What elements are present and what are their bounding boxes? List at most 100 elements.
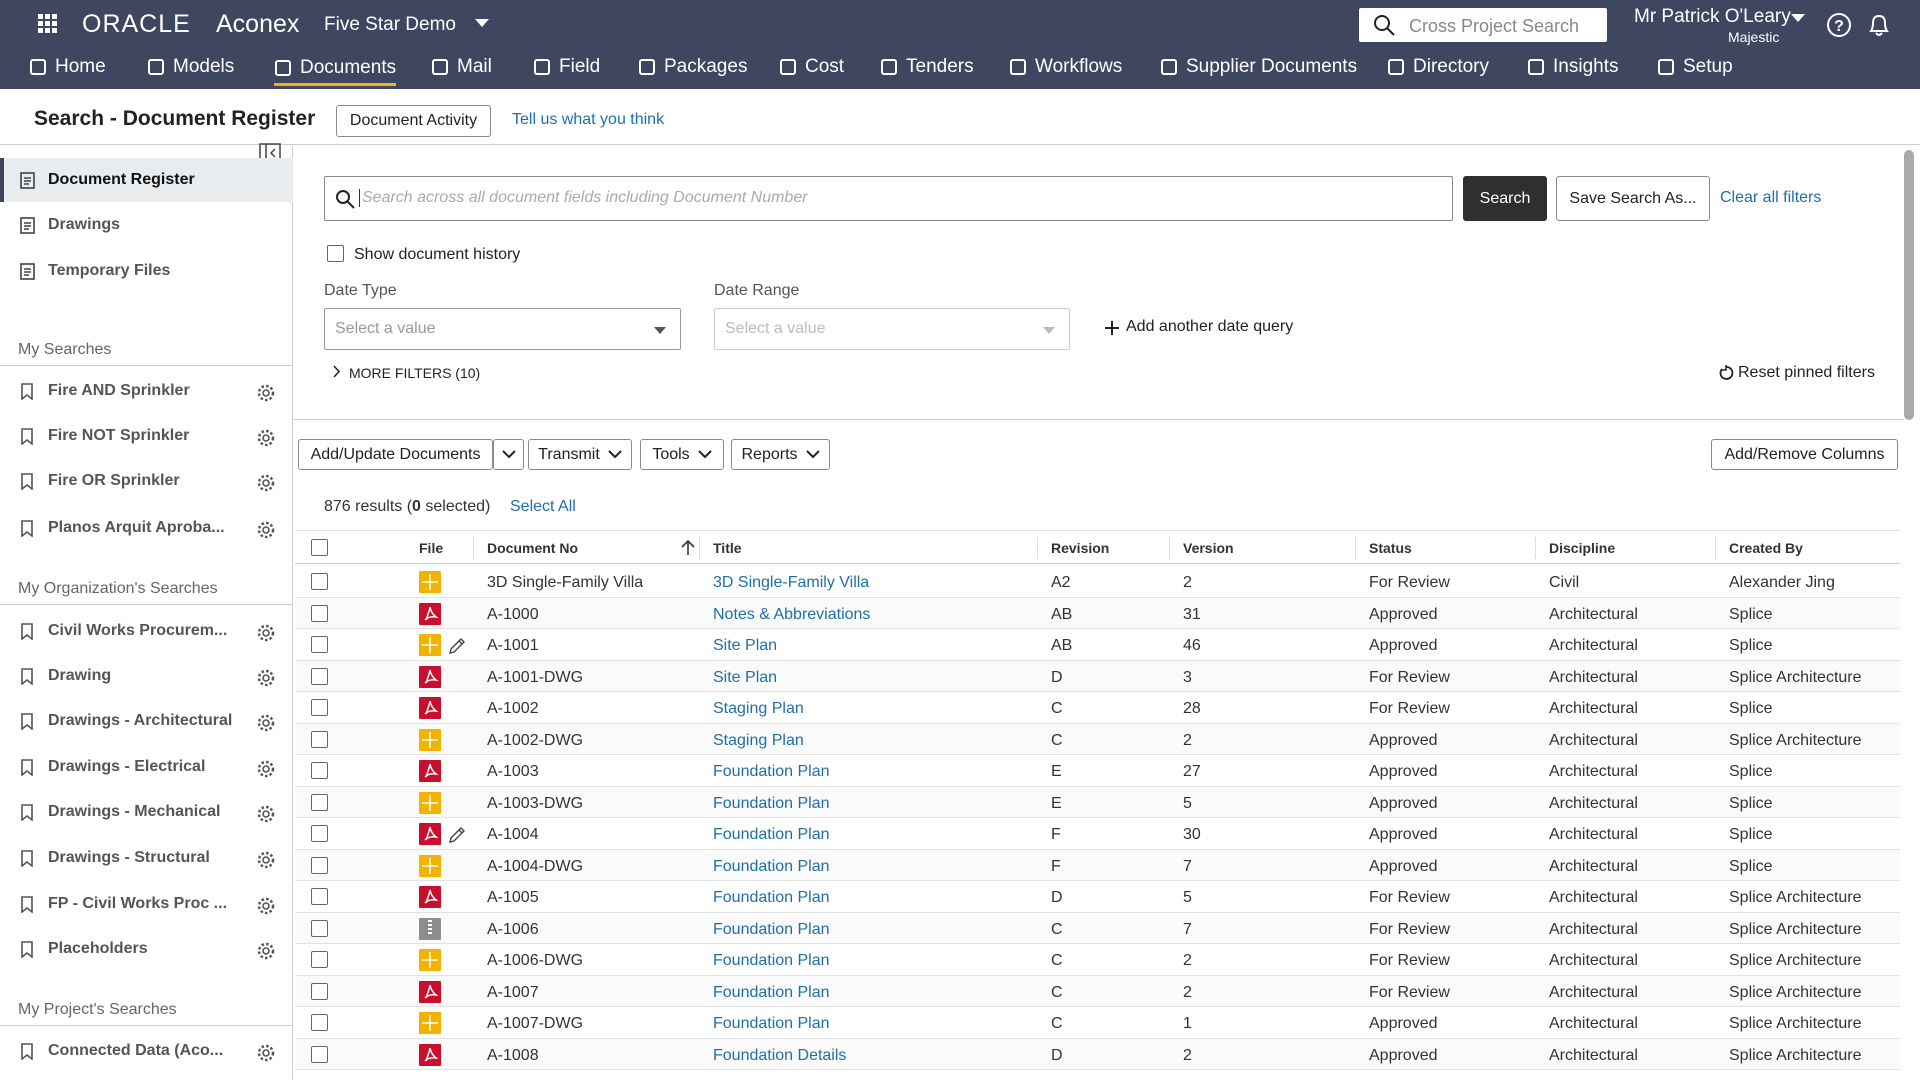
nav-icon bbox=[1009, 58, 1027, 76]
project-name[interactable]: Five Star Demo bbox=[324, 14, 456, 36]
project-caret[interactable] bbox=[474, 18, 490, 28]
gear-icon[interactable] bbox=[256, 1043, 276, 1063]
search-button[interactable]: Search bbox=[1463, 176, 1547, 221]
caret bbox=[698, 450, 712, 459]
gear-icon[interactable] bbox=[256, 941, 276, 961]
button-label: Reports bbox=[741, 446, 797, 464]
results-summary: 876 results (0 selected) bbox=[324, 498, 490, 516]
bookmark-icon bbox=[18, 519, 36, 537]
bookmark-icon bbox=[18, 427, 36, 445]
reports-button[interactable]: Reports bbox=[731, 439, 830, 470]
user-name[interactable]: Mr Patrick O'Leary bbox=[1634, 6, 1791, 28]
gear-icon[interactable] bbox=[256, 623, 276, 643]
help-icon[interactable]: ? bbox=[1826, 12, 1852, 38]
search-input[interactable]: Search across all document fields includ… bbox=[324, 176, 1453, 221]
gear-icon[interactable] bbox=[256, 473, 276, 493]
saved-search[interactable]: Fire AND Sprinkler bbox=[0, 371, 293, 411]
nav-item[interactable]: Tenders bbox=[880, 52, 974, 82]
more-filters[interactable]: MORE FILTERS (10) bbox=[349, 365, 480, 381]
apps-icon[interactable] bbox=[38, 14, 58, 34]
bell-icon[interactable] bbox=[1866, 12, 1892, 38]
item-label: Planos Arquit Aproba... bbox=[48, 519, 225, 537]
nav-label: Tenders bbox=[906, 56, 974, 78]
transmit-button[interactable]: Transmit bbox=[528, 439, 632, 470]
document-activity-button[interactable]: Document Activity bbox=[336, 105, 491, 137]
bookmark-icon bbox=[18, 622, 36, 640]
section-divider bbox=[0, 1025, 293, 1026]
item-label: Fire OR Sprinkler bbox=[48, 472, 180, 490]
date-range-select[interactable]: Select a value bbox=[714, 308, 1070, 350]
select-all-link[interactable]: Select All bbox=[510, 498, 576, 516]
gear-icon[interactable] bbox=[256, 428, 276, 448]
sidebar-item[interactable]: Document Register bbox=[0, 158, 293, 202]
nav-item[interactable]: Insights bbox=[1527, 52, 1618, 82]
saved-search[interactable]: Drawings - Mechanical bbox=[0, 792, 293, 832]
page-header: Search - Document Register Document Acti… bbox=[0, 89, 1920, 145]
nav-icon bbox=[1160, 58, 1178, 76]
sidebar-item[interactable]: Temporary Files bbox=[0, 249, 293, 293]
saved-search[interactable]: Drawing bbox=[0, 656, 293, 696]
save-search-button[interactable]: Save Search As... bbox=[1556, 176, 1710, 221]
top-bar: ORACLE Aconex Five Star Demo Cross Proje… bbox=[0, 0, 1920, 89]
saved-search[interactable]: Fire OR Sprinkler bbox=[0, 461, 293, 501]
nav-item[interactable]: Supplier Documents bbox=[1160, 52, 1357, 82]
gear-icon[interactable] bbox=[256, 520, 276, 540]
caret bbox=[806, 450, 820, 459]
add-update-dropdown[interactable] bbox=[493, 439, 524, 470]
nav-label: Insights bbox=[1553, 56, 1618, 78]
nav-label: Cost bbox=[805, 56, 844, 78]
reset-filters[interactable]: Reset pinned filters bbox=[1738, 364, 1875, 382]
saved-search[interactable]: Planos Arquit Aproba... bbox=[0, 508, 293, 548]
gear-icon[interactable] bbox=[256, 759, 276, 779]
gear-icon[interactable] bbox=[256, 383, 276, 403]
saved-search[interactable]: Drawings - Electrical bbox=[0, 747, 293, 787]
bookmark-icon bbox=[18, 940, 36, 958]
nav-item[interactable]: Mail bbox=[431, 52, 492, 82]
chevron bbox=[333, 365, 341, 378]
nav-item[interactable]: Models bbox=[147, 52, 234, 82]
nav-item[interactable]: Directory bbox=[1387, 52, 1489, 82]
tools-button[interactable]: Tools bbox=[640, 439, 724, 470]
feedback-link[interactable]: Tell us what you think bbox=[512, 111, 664, 129]
gear-icon[interactable] bbox=[256, 896, 276, 916]
saved-search[interactable]: Drawings - Structural bbox=[0, 838, 293, 878]
user-caret[interactable] bbox=[1790, 13, 1806, 23]
nav-icon bbox=[638, 58, 656, 76]
section-divider bbox=[0, 365, 293, 366]
gear-icon[interactable] bbox=[256, 668, 276, 688]
cross-search-box[interactable]: Cross Project Search bbox=[1359, 8, 1607, 42]
add-update-button[interactable]: Add/Update Documents bbox=[298, 439, 493, 470]
saved-search[interactable]: Drawings - Architectural bbox=[0, 701, 293, 741]
button-label: Transmit bbox=[538, 446, 600, 464]
nav-item[interactable]: Documents bbox=[274, 49, 396, 86]
gear-icon[interactable] bbox=[256, 804, 276, 824]
saved-search[interactable]: Fire NOT Sprinkler bbox=[0, 416, 293, 456]
date-type-select[interactable]: Select a value bbox=[324, 308, 681, 350]
nav-item[interactable]: Field bbox=[533, 52, 600, 82]
history-checkbox[interactable] bbox=[327, 245, 344, 262]
gear-icon[interactable] bbox=[256, 713, 276, 733]
clear-filters-link[interactable]: Clear all filters bbox=[1720, 189, 1821, 207]
sidebar: Document Register Drawings Temporary Files… bbox=[0, 146, 293, 1080]
item-icon bbox=[18, 216, 36, 234]
nav-item[interactable]: Setup bbox=[1657, 52, 1733, 82]
add-date-query[interactable]: Add another date query bbox=[1126, 318, 1293, 336]
item-label: Drawings - Structural bbox=[48, 849, 210, 867]
scrollbar[interactable] bbox=[1904, 150, 1914, 420]
saved-search[interactable]: FP - Civil Works Proc ... bbox=[0, 884, 293, 924]
saved-search[interactable]: Connected Data (Aco... bbox=[0, 1031, 293, 1071]
select-placeholder: Select a value bbox=[725, 320, 826, 337]
saved-search[interactable]: Civil Works Procurem... bbox=[0, 611, 293, 651]
sidebar-item[interactable]: Drawings bbox=[0, 203, 293, 247]
nav-item[interactable]: Home bbox=[29, 52, 106, 82]
gear-icon[interactable] bbox=[256, 850, 276, 870]
bookmark-icon bbox=[18, 849, 36, 867]
nav-item[interactable]: Cost bbox=[779, 52, 844, 82]
nav-item[interactable]: Packages bbox=[638, 52, 747, 82]
saved-search[interactable]: Placeholders bbox=[0, 929, 293, 969]
columns-button[interactable]: Add/Remove Columns bbox=[1711, 439, 1898, 470]
nav-item[interactable]: Workflows bbox=[1009, 52, 1122, 82]
item-label: Drawings bbox=[48, 216, 120, 234]
nav-label: Documents bbox=[300, 57, 396, 79]
